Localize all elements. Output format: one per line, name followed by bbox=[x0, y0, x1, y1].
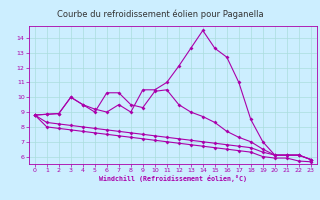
X-axis label: Windchill (Refroidissement éolien,°C): Windchill (Refroidissement éolien,°C) bbox=[99, 175, 247, 182]
Text: Courbe du refroidissement éolien pour Paganella: Courbe du refroidissement éolien pour Pa… bbox=[57, 10, 263, 19]
